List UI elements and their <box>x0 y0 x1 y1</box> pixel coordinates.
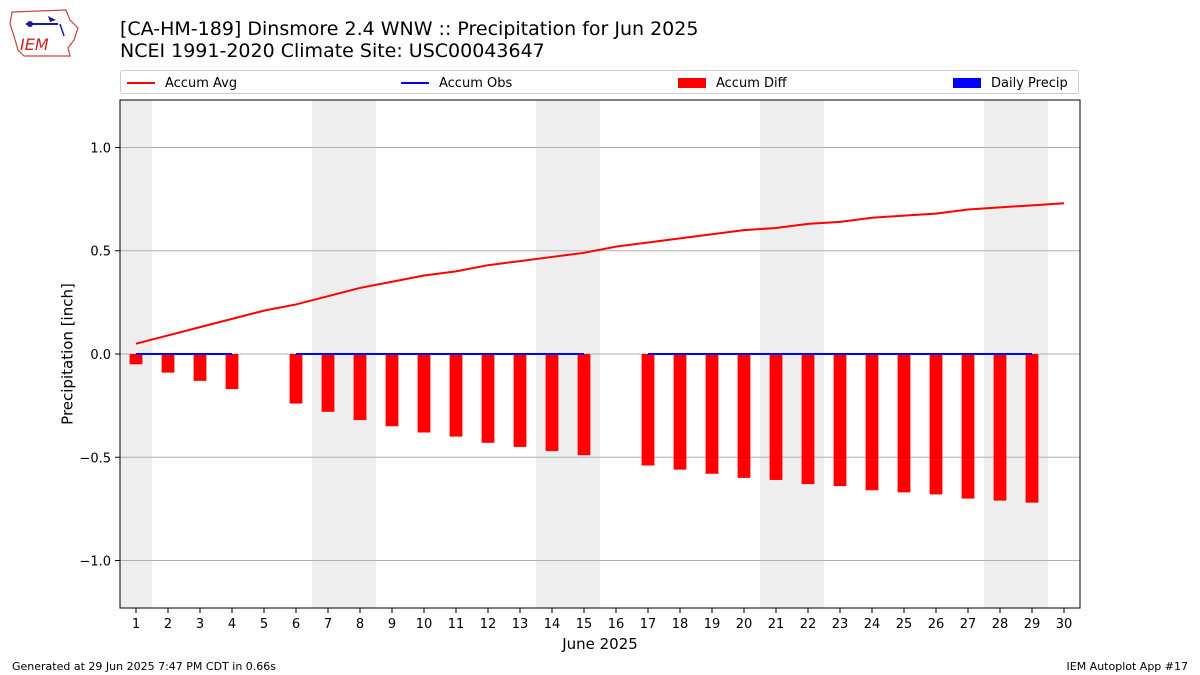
x-tick-label-17: 17 <box>640 617 657 632</box>
x-tick-label-12: 12 <box>480 617 497 632</box>
accum-diff-bar-day-13 <box>513 354 527 447</box>
x-tick-label-27: 27 <box>960 617 977 632</box>
x-tick-label-4: 4 <box>228 617 236 632</box>
x-tick-label-8: 8 <box>356 617 364 632</box>
accum-diff-bar-day-17 <box>641 354 655 466</box>
legend-swatch-daily-precip <box>953 78 981 88</box>
legend-item-accum-diff: Accum Diff <box>678 74 787 92</box>
plot-frame <box>119 99 1081 609</box>
legend-item-daily-precip: Daily Precip <box>953 74 1068 92</box>
accum-diff-bar-day-6 <box>289 354 303 404</box>
accum-diff-bar-day-2 <box>161 354 175 373</box>
x-axis-label: June 2025 <box>561 635 638 653</box>
legend: Accum Avg Accum Obs Accum Diff Daily Pre… <box>120 70 1079 94</box>
x-tick-label-22: 22 <box>800 617 817 632</box>
x-tick-label-23: 23 <box>832 617 849 632</box>
legend-swatch-accum-diff <box>678 78 706 88</box>
y-tick-label-1: −0.5 <box>79 451 111 466</box>
x-tick-label-6: 6 <box>292 617 300 632</box>
axes: −1.0−0.50.00.51.01 2 3 4 5 6 7 8 9 10 11 12 13 14 15 16… <box>79 99 1081 632</box>
accum-diff-bar-day-22 <box>801 354 815 485</box>
x-tick-label-20: 20 <box>736 617 753 632</box>
footer-generated: Generated at 29 Jun 2025 7:47 PM CDT in … <box>12 660 277 673</box>
accum-diff-bar-day-7 <box>321 354 335 412</box>
x-tick-label-18: 18 <box>672 617 689 632</box>
legend-item-accum-avg: Accum Avg <box>127 74 237 92</box>
accum-diff-bar-day-14 <box>545 354 559 452</box>
accum-diff-bar-day-24 <box>865 354 879 491</box>
x-tick-label-21: 21 <box>768 617 785 632</box>
weekend-band-1 <box>312 100 376 608</box>
x-tick-label-26: 26 <box>928 617 945 632</box>
x-tick-label-29: 29 <box>1024 617 1041 632</box>
accum-diff-bar-day-28 <box>993 354 1007 501</box>
x-tick-label-7: 7 <box>324 617 332 632</box>
accum-diff-bars <box>129 354 1039 503</box>
accum-avg-line <box>135 202 1065 345</box>
accum-diff-bar-day-19 <box>705 354 719 474</box>
x-tick-label-11: 11 <box>448 617 465 632</box>
y-tick-label-4: 1.0 <box>90 141 111 156</box>
x-tick-label-9: 9 <box>388 617 396 632</box>
legend-item-accum-obs: Accum Obs <box>401 74 512 92</box>
logo-text: IEM <box>20 35 49 54</box>
x-tick-label-5: 5 <box>260 617 268 632</box>
x-tick-label-19: 19 <box>704 617 721 632</box>
x-tick-label-14: 14 <box>544 617 561 632</box>
legend-label-accum-obs: Accum Obs <box>439 75 513 91</box>
x-tick-label-10: 10 <box>416 617 433 632</box>
accum-diff-bar-day-1 <box>129 354 143 365</box>
x-tick-label-13: 13 <box>512 617 529 632</box>
x-tick-label-25: 25 <box>896 617 913 632</box>
accum-diff-bar-day-3 <box>193 354 207 381</box>
weekend-band-2 <box>536 100 600 608</box>
accum-diff-bar-day-23 <box>833 354 847 487</box>
accum-diff-bar-day-27 <box>961 354 975 499</box>
accum-diff-bar-day-18 <box>673 354 687 470</box>
series-lines <box>135 202 1065 355</box>
accum-diff-bar-day-12 <box>481 354 495 443</box>
legend-swatch-accum-avg <box>127 82 155 84</box>
x-tick-label-24: 24 <box>864 617 881 632</box>
y-tick-label-3: 0.5 <box>90 245 111 260</box>
accum-diff-bar-day-29 <box>1025 354 1039 503</box>
x-tick-label-2: 2 <box>164 617 172 632</box>
accum-diff-bar-day-9 <box>385 354 399 427</box>
accum-diff-bar-day-15 <box>577 354 591 456</box>
y-tick-label-2: 0.0 <box>90 348 111 363</box>
accum-diff-bar-day-10 <box>417 354 431 433</box>
accum-diff-bar-day-11 <box>449 354 463 437</box>
y-tick-label-0: −1.0 <box>79 555 111 570</box>
accum-diff-bar-day-26 <box>929 354 943 495</box>
legend-swatch-accum-obs <box>401 82 429 84</box>
chart-subtitle: NCEI 1991-2020 Climate Site: USC00043647 <box>120 40 545 62</box>
iem-logo: IEM <box>9 9 79 57</box>
chart-title: [CA-HM-189] Dinsmore 2.4 WNW :: Precipit… <box>120 18 699 40</box>
legend-label-daily-precip: Daily Precip <box>991 75 1068 91</box>
y-axis-label: Precipitation [inch] <box>58 283 76 425</box>
accum-diff-bar-day-20 <box>737 354 751 478</box>
weekend-band-0 <box>120 100 152 608</box>
weekend-band-4 <box>984 100 1048 608</box>
x-tick-label-3: 3 <box>196 617 204 632</box>
gridlines <box>120 146 1080 562</box>
legend-label-accum-diff: Accum Diff <box>716 75 787 91</box>
accum-diff-bar-day-25 <box>897 354 911 493</box>
footer-app: IEM Autoplot App #17 <box>1066 660 1189 673</box>
accum-diff-bar-day-4 <box>225 354 239 390</box>
accum-diff-bar-day-21 <box>769 354 783 480</box>
x-tick-label-1: 1 <box>132 617 140 632</box>
accum-diff-bar-day-8 <box>353 354 367 421</box>
x-tick-label-28: 28 <box>992 617 1009 632</box>
x-tick-label-30: 30 <box>1056 617 1073 632</box>
weekend-band-3 <box>760 100 824 608</box>
x-tick-label-16: 16 <box>608 617 625 632</box>
weekend-shading <box>120 100 1048 608</box>
legend-label-accum-avg: Accum Avg <box>165 75 238 91</box>
x-tick-label-15: 15 <box>576 617 593 632</box>
